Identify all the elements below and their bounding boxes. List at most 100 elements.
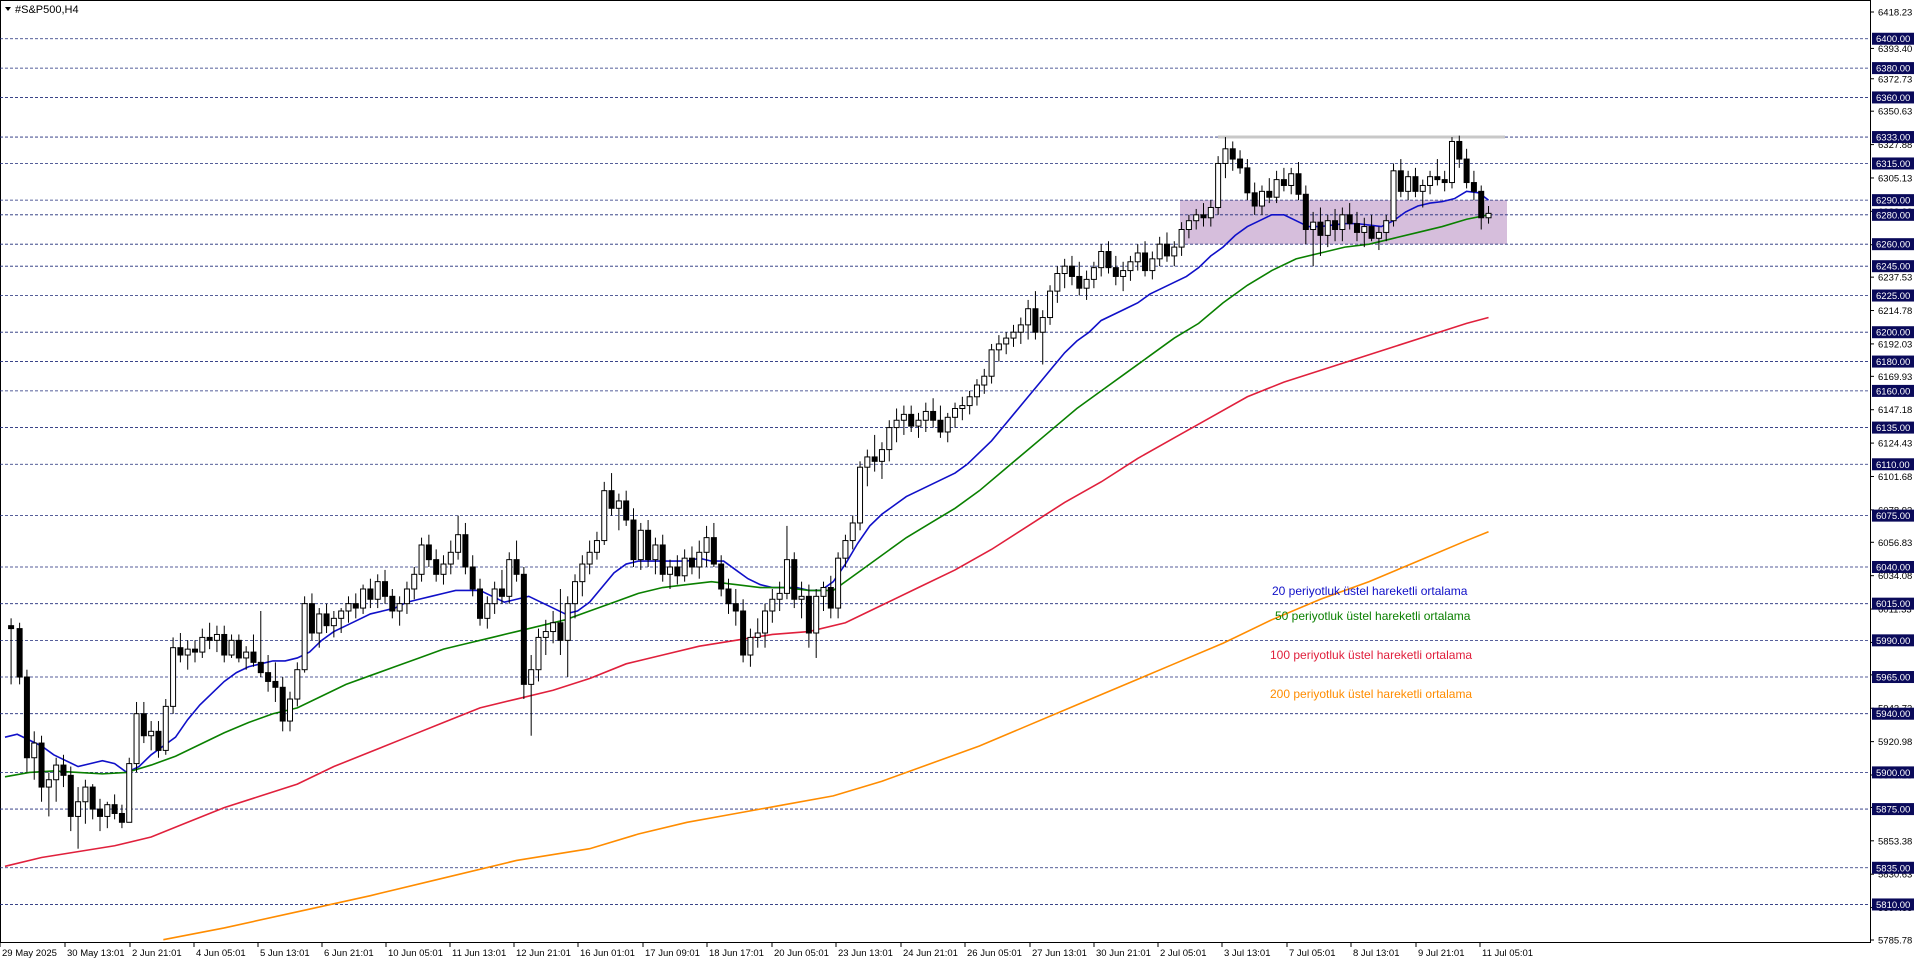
candle-bear: [89, 786, 96, 810]
xtick-label: 17 Jun 09:01: [645, 948, 700, 959]
candle-bull: [1215, 162, 1222, 208]
ytick-label: 6124.43: [1878, 439, 1912, 450]
ytick-label: 6237.53: [1878, 273, 1912, 284]
candle-bull: [959, 405, 966, 410]
candle-bear: [1105, 251, 1112, 269]
level-label: 6245.00: [1876, 262, 1910, 273]
candle-bull: [1039, 317, 1046, 333]
candle-bull: [754, 632, 761, 638]
candle-bear: [389, 595, 396, 612]
candle-bear: [688, 557, 695, 568]
candle-bull: [1171, 246, 1178, 257]
candle-bear: [323, 613, 330, 627]
candle-bull: [1098, 251, 1105, 269]
candle-bear: [1163, 243, 1170, 257]
ytick-label: 5853.38: [1878, 836, 1912, 847]
candle-bear: [469, 566, 476, 590]
xtick-label: 8 Jul 13:01: [1353, 948, 1399, 959]
candle-bull: [864, 456, 871, 468]
candle-bear: [433, 559, 440, 575]
level-label: 6160.00: [1876, 386, 1910, 397]
candle-bull: [1193, 214, 1200, 222]
candle-bear: [1280, 179, 1287, 186]
candle-bull: [586, 551, 593, 565]
candle-bear: [97, 808, 104, 817]
level-label-box: [1872, 707, 1914, 720]
candle-bull: [418, 544, 425, 575]
candle-bull: [922, 410, 929, 421]
candle-bear: [1346, 214, 1353, 225]
level-label: 5835.00: [1876, 863, 1910, 874]
candle-bull: [820, 587, 827, 597]
candle-bull: [535, 636, 542, 671]
candle-bear: [257, 661, 264, 674]
candle-bear: [1317, 221, 1324, 236]
candle-bull: [1156, 243, 1163, 260]
candle-bear: [791, 559, 798, 600]
candle-bull: [403, 588, 410, 605]
level-label-box: [1872, 458, 1914, 471]
candle-bull: [667, 566, 674, 575]
candle-bull: [316, 613, 323, 634]
ytick-label: 5920.98: [1878, 737, 1912, 748]
candle-bull: [447, 551, 454, 565]
candle-bear: [1237, 158, 1244, 169]
candle-bear: [630, 519, 637, 561]
time-axis: 29 May 2025 30 May 13:01 2 Jun 21:01 4 Jun …: [0, 943, 1533, 959]
ytick-label: 6169.93: [1878, 372, 1912, 383]
candle-bear: [1302, 193, 1309, 230]
candle-bear: [871, 456, 878, 462]
xtick-label: 24 Jun 21:01: [903, 948, 958, 959]
candle-bull: [1427, 176, 1434, 186]
candle-bear: [674, 566, 681, 577]
level-label-box: [1872, 421, 1914, 434]
ytick-label: 6214.78: [1878, 306, 1912, 317]
legend-ema200: 200 periyotluk üstel hareketli ortalama: [1270, 687, 1472, 701]
candle-bear: [192, 648, 199, 653]
xtick-label: 16 Jun 01:01: [580, 948, 635, 959]
candle-bull: [1222, 148, 1229, 164]
candle-bear: [1353, 223, 1360, 233]
level-label: 6075.00: [1876, 511, 1910, 522]
candle-bull: [1375, 231, 1382, 239]
candle-bear: [235, 639, 242, 659]
level-label-box: [1872, 355, 1914, 368]
xtick-label: 9 Jul 21:01: [1418, 948, 1464, 959]
candle-bull: [1288, 173, 1295, 186]
candle-bull: [411, 573, 418, 590]
candle-bear: [155, 730, 162, 751]
candle-bull: [228, 639, 235, 656]
candle-bear: [930, 410, 937, 421]
xtick-label: 6 Jun 21:01: [324, 948, 374, 959]
level-label: 6200.00: [1876, 328, 1910, 339]
candle-bull: [762, 610, 769, 634]
chevron-down-icon[interactable]: [5, 7, 11, 11]
candle-bear: [425, 544, 432, 561]
candle-bull: [798, 595, 805, 600]
candle-bear: [1397, 170, 1404, 192]
candle-bear: [740, 610, 747, 656]
candle-bull: [374, 581, 381, 600]
candle-bull: [1061, 265, 1068, 275]
xtick-label: 5 Jun 13:01: [260, 948, 310, 959]
candle-bear: [8, 625, 15, 630]
candle-bull: [345, 603, 352, 612]
candle-bear: [272, 680, 279, 688]
level-label-box: [1872, 597, 1914, 610]
candle-bear: [1251, 192, 1258, 207]
xtick-label: 12 Jun 21:01: [516, 948, 571, 959]
candle-bull: [1149, 258, 1156, 272]
candle-bear: [937, 419, 944, 433]
candle-bull: [506, 559, 513, 597]
candle-bear: [477, 588, 484, 619]
candle-bear: [308, 603, 315, 634]
candle-bull: [440, 563, 447, 575]
level-label: 6280.00: [1876, 210, 1910, 221]
level-label-box: [1872, 898, 1914, 911]
candle-bull: [104, 804, 111, 817]
level-label: 5900.00: [1876, 768, 1910, 779]
candle-bull: [1419, 184, 1426, 192]
candle-bear: [1470, 182, 1477, 192]
level-label: 6315.00: [1876, 159, 1910, 170]
